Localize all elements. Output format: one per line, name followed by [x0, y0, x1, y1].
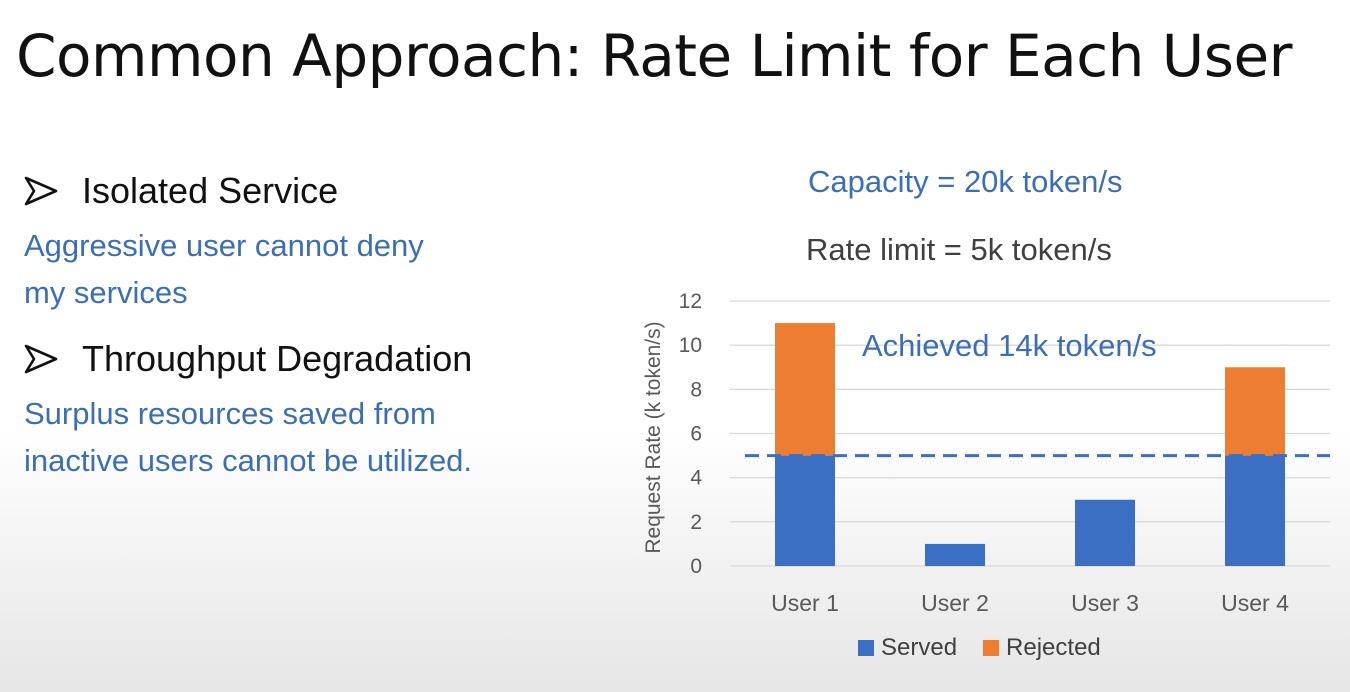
chart-legend: Served Rejected	[858, 634, 1127, 662]
request-rate-chart: 0 2 4 6 8 10 12 User 1 User 2 User 3 User 4 Reque…	[642, 290, 1330, 616]
bullet-isolated-service: Isolated Service	[24, 166, 604, 216]
legend-item-served: Served	[858, 634, 957, 662]
slide-title: Common Approach: Rate Limit for Each Use…	[16, 22, 1293, 90]
y-tick-label: 4	[690, 467, 702, 490]
y-axis-label: Request Rate (k token/s)	[642, 321, 665, 553]
legend-label: Rejected	[1006, 634, 1101, 661]
legend-swatch-rejected	[983, 640, 1000, 656]
bar-served-user-4	[1225, 455, 1285, 566]
legend-label: Served	[881, 634, 958, 661]
bullet-description: Surplus resources saved from inactive us…	[24, 390, 604, 484]
y-tick-label: 0	[690, 555, 702, 578]
achieved-annotation: Achieved 14k token/s	[862, 328, 1157, 363]
y-tick-label: 12	[679, 290, 702, 313]
bar-served-user-1	[775, 455, 835, 566]
bullet-list: Isolated Service Aggressive user cannot …	[24, 166, 604, 502]
capacity-annotation: Capacity = 20k token/s	[808, 164, 1123, 199]
arrowhead-bullet-icon	[24, 344, 82, 374]
bullet-heading: Throughput Degradation	[82, 338, 473, 379]
bullet-throughput-degradation: Throughput Degradation	[24, 334, 604, 384]
y-tick-label: 2	[690, 511, 702, 534]
x-tick-label: User 3	[1071, 590, 1139, 616]
description-line: Aggressive user cannot deny	[24, 228, 424, 263]
bar-rejected-user-4	[1225, 367, 1285, 456]
bullet-heading: Isolated Service	[82, 170, 339, 211]
bar-rejected-user-1	[775, 323, 835, 456]
x-tick-label: User 1	[771, 590, 839, 616]
description-line: my services	[24, 275, 188, 310]
rate-limit-annotation: Rate limit = 5k token/s	[806, 232, 1112, 267]
description-line: inactive users cannot be utilized.	[24, 443, 473, 478]
x-tick-label: User 4	[1221, 590, 1289, 616]
bullet-description: Aggressive user cannot deny my services	[24, 222, 604, 316]
x-tick-label: User 2	[921, 590, 989, 616]
arrowhead-bullet-icon	[24, 176, 82, 206]
legend-swatch-served	[858, 640, 874, 656]
bar-served-user-3	[1075, 499, 1135, 566]
legend-item-rejected: Rejected	[983, 634, 1101, 662]
description-line: Surplus resources saved from	[24, 396, 436, 431]
bar-served-user-2	[925, 543, 985, 566]
x-axis-ticks: User 1 User 2 User 3 User 4	[771, 590, 1289, 616]
y-axis-ticks: 0 2 4 6 8 10 12	[679, 290, 703, 578]
y-tick-label: 6	[690, 423, 702, 446]
y-tick-label: 10	[679, 334, 702, 357]
chart-bars	[775, 323, 1285, 566]
y-tick-label: 8	[690, 378, 702, 401]
